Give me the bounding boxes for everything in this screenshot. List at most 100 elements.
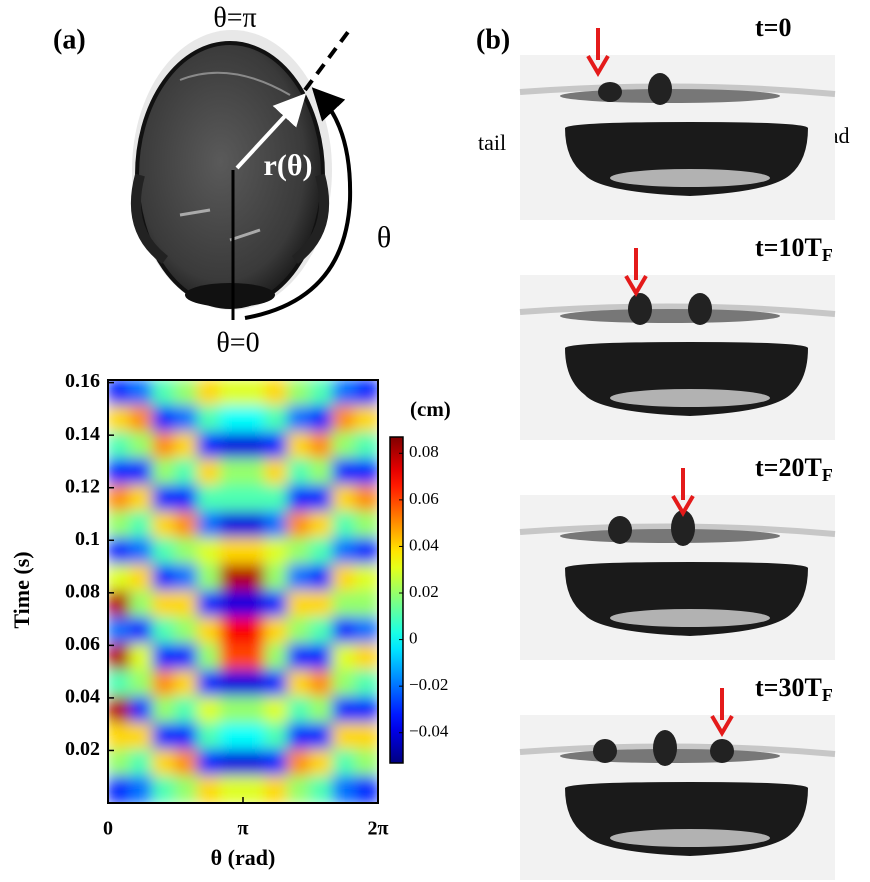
heat-cell: [175, 643, 200, 671]
side-label: tail: [478, 130, 506, 155]
heat-cell: [107, 723, 132, 751]
heat-cell: [107, 670, 132, 698]
heat-cell: [197, 432, 222, 460]
heat-cell: [242, 458, 267, 486]
panel-label: (a): [53, 24, 86, 55]
heat-cell: [152, 458, 177, 486]
heat-cell: [332, 696, 357, 724]
heat-cell: [265, 643, 290, 671]
colorbar: [390, 437, 403, 763]
heat-cell: [107, 511, 132, 539]
heat-cell: [152, 538, 177, 566]
heat-cell: [332, 670, 357, 698]
heat-cell: [355, 564, 380, 592]
heat-cell: [130, 776, 155, 804]
heat-cell: [242, 696, 267, 724]
heat-cell: [220, 643, 245, 671]
dashed-line: [305, 32, 348, 90]
heat-cell: [175, 696, 200, 724]
droplet: [710, 739, 734, 763]
heat-cell: [355, 485, 380, 513]
heat-cell: [265, 591, 290, 619]
heat-cell: [130, 405, 155, 433]
heat-cell: [265, 617, 290, 645]
heat-cell: [175, 485, 200, 513]
heat-cell: [310, 379, 335, 407]
colorbar-tick-label: 0: [409, 628, 418, 647]
heat-cell: [175, 564, 200, 592]
heat-cell: [107, 643, 132, 671]
heat-cell: [107, 405, 132, 433]
y-tick-label: 0.08: [65, 580, 100, 602]
heat-cell: [130, 643, 155, 671]
heat-cell: [310, 670, 335, 698]
heat-cell: [332, 617, 357, 645]
heat-cell: [130, 696, 155, 724]
y-tick-label: 0.02: [65, 738, 100, 760]
heat-cell: [107, 696, 132, 724]
frame-time-sub: F: [822, 465, 833, 485]
heat-cell: [152, 643, 177, 671]
heat-cell: [287, 643, 312, 671]
x-tick-label: 2π: [368, 818, 389, 840]
radius-label: r(θ): [264, 149, 313, 182]
heat-cell: [107, 776, 132, 804]
heat-cell: [197, 538, 222, 566]
colorbar-tick-label: 0.08: [409, 442, 439, 461]
heat-cell: [152, 379, 177, 407]
frame-time-sub: F: [822, 245, 833, 265]
heat-cell: [287, 458, 312, 486]
heat-cell: [242, 538, 267, 566]
y-tick-label: 0.1: [75, 528, 100, 550]
heat-cell: [197, 405, 222, 433]
heat-cell: [287, 564, 312, 592]
heat-cell: [287, 723, 312, 751]
heat-cell: [242, 511, 267, 539]
heat-cell: [265, 405, 290, 433]
heat-cell: [287, 405, 312, 433]
heat-cell: [332, 405, 357, 433]
heat-cell: [242, 591, 267, 619]
frame-time: t=20TF: [755, 453, 833, 485]
heat-cell: [197, 379, 222, 407]
heat-cell: [332, 749, 357, 777]
heat-cell: [287, 749, 312, 777]
heat-cell: [130, 617, 155, 645]
heat-cell: [265, 379, 290, 407]
heat-cell: [130, 432, 155, 460]
heat-cell: [220, 379, 245, 407]
heat-cell: [265, 723, 290, 751]
frame-time-main: t=0: [755, 13, 791, 42]
droplet: [648, 73, 672, 105]
heat-cell: [175, 617, 200, 645]
heat-cell: [197, 749, 222, 777]
frame-time-sub: F: [822, 685, 833, 705]
heat-cell: [130, 458, 155, 486]
droplet: [628, 293, 652, 325]
droplet: [653, 730, 677, 766]
heat-cell: [287, 379, 312, 407]
bowl-highlight: [610, 829, 770, 847]
heat-cell: [242, 564, 267, 592]
heat-cell: [220, 723, 245, 751]
y-tick-label: 0.12: [65, 475, 100, 497]
frame-time-main: t=20T: [755, 453, 822, 482]
heat-cell: [220, 458, 245, 486]
heat-cell: [175, 670, 200, 698]
heat-cell: [287, 485, 312, 513]
frame-time: t=10TF: [755, 233, 833, 265]
photo-frames: t=0t=10TFt=20TFt=30TF: [520, 13, 835, 880]
heat-cell: [332, 643, 357, 671]
heat-cell: [242, 643, 267, 671]
heat-cell: [197, 564, 222, 592]
heat-cell: [265, 749, 290, 777]
heat-cell: [175, 405, 200, 433]
droplet: [598, 82, 622, 102]
heat-cell: [107, 591, 132, 619]
heat-cell: [310, 696, 335, 724]
panel-label: (b): [476, 24, 510, 55]
heat-cell: [242, 723, 267, 751]
heat-cell: [287, 432, 312, 460]
droplet: [688, 293, 712, 325]
bowl-highlight: [610, 169, 770, 187]
